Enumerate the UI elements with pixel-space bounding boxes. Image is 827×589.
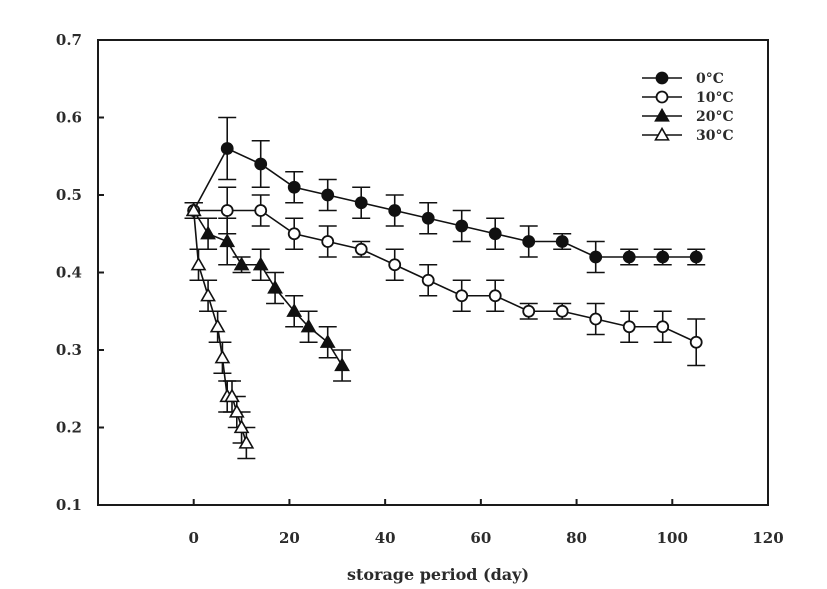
data-point <box>388 204 402 217</box>
legend-label: 30°C <box>696 128 734 144</box>
legend-item: 10°C <box>642 90 734 106</box>
data-point <box>334 357 350 372</box>
data-point <box>233 256 250 271</box>
data-point <box>219 233 236 248</box>
x-tick-label: 20 <box>279 529 300 547</box>
data-point <box>214 349 231 364</box>
x-tick-label: 60 <box>470 529 491 547</box>
data-point <box>254 157 268 171</box>
data-point <box>321 188 335 202</box>
data-point <box>300 318 317 333</box>
data-point <box>254 204 268 217</box>
data-point <box>287 227 301 241</box>
data-point <box>589 250 603 264</box>
data-point <box>286 303 303 317</box>
data-point <box>656 250 670 264</box>
data-point <box>689 335 703 349</box>
data-point <box>522 304 536 318</box>
data-point <box>287 180 301 194</box>
data-point <box>488 227 502 241</box>
legend-item: 20°C <box>642 107 734 125</box>
data-point <box>185 202 202 217</box>
x-tick-label: 80 <box>566 529 587 547</box>
data-point <box>656 320 670 334</box>
data-point <box>555 235 569 248</box>
series-line <box>193 147 697 258</box>
data-point <box>455 289 469 303</box>
data-point <box>388 258 402 272</box>
data-point <box>488 289 502 303</box>
legend-marker <box>654 126 670 141</box>
x-tick-label: 120 <box>752 529 783 547</box>
legend-label: 10°C <box>696 90 734 106</box>
series-layer <box>184 116 706 460</box>
x-axis: 0 20 40 60 80 100 120 <box>188 499 784 547</box>
y-tick-label: 0.7 <box>56 31 82 49</box>
series-0 <box>184 116 706 274</box>
data-point <box>238 434 255 449</box>
legend: 0°C 10°C 20°C 30°C <box>642 71 734 144</box>
data-point <box>200 225 216 240</box>
legend-label: 0°C <box>696 71 724 87</box>
data-point <box>319 334 336 348</box>
series-2 <box>184 201 352 382</box>
x-tick-label: 40 <box>375 529 396 547</box>
data-point <box>190 256 207 271</box>
data-point <box>689 250 703 264</box>
data-point <box>228 403 245 418</box>
x-tick-label: 100 <box>657 529 688 547</box>
data-point <box>589 312 603 326</box>
data-point <box>209 318 226 333</box>
data-point <box>555 304 569 318</box>
legend-item: 0°C <box>642 71 724 87</box>
y-tick-label: 0.3 <box>56 341 82 359</box>
series-line <box>193 209 697 343</box>
data-point <box>622 320 636 334</box>
legend-marker <box>655 90 669 104</box>
data-point <box>354 196 368 210</box>
data-point <box>252 256 269 271</box>
y-tick-label: 0.1 <box>56 496 82 514</box>
data-point <box>220 204 234 217</box>
data-point <box>421 211 435 225</box>
data-point <box>455 219 469 233</box>
x-axis-title: storage period (day) <box>347 565 529 584</box>
legend-label: 20°C <box>696 109 734 125</box>
data-point <box>522 235 536 248</box>
data-point <box>233 419 250 434</box>
legend-marker <box>655 71 669 85</box>
data-point <box>622 250 636 264</box>
data-point <box>220 142 234 155</box>
data-point <box>200 287 216 302</box>
series-3 <box>184 201 256 460</box>
legend-marker <box>654 107 670 122</box>
data-point <box>224 388 240 403</box>
data-point <box>421 273 435 287</box>
data-point <box>354 242 368 256</box>
y-axis: 0.1 0.2 0.3 0.4 0.5 0.6 0.7 <box>56 31 104 514</box>
x-tick-label: 0 <box>188 529 198 547</box>
data-point <box>321 235 335 248</box>
series-line <box>193 210 343 366</box>
data-point <box>267 279 283 294</box>
legend-item: 30°C <box>642 126 734 144</box>
series-1 <box>184 186 706 367</box>
y-tick-label: 0.5 <box>56 186 82 204</box>
y-tick-label: 0.6 <box>56 109 82 127</box>
y-tick-label: 0.2 <box>56 419 82 437</box>
y-tick-label: 0.4 <box>56 264 82 282</box>
